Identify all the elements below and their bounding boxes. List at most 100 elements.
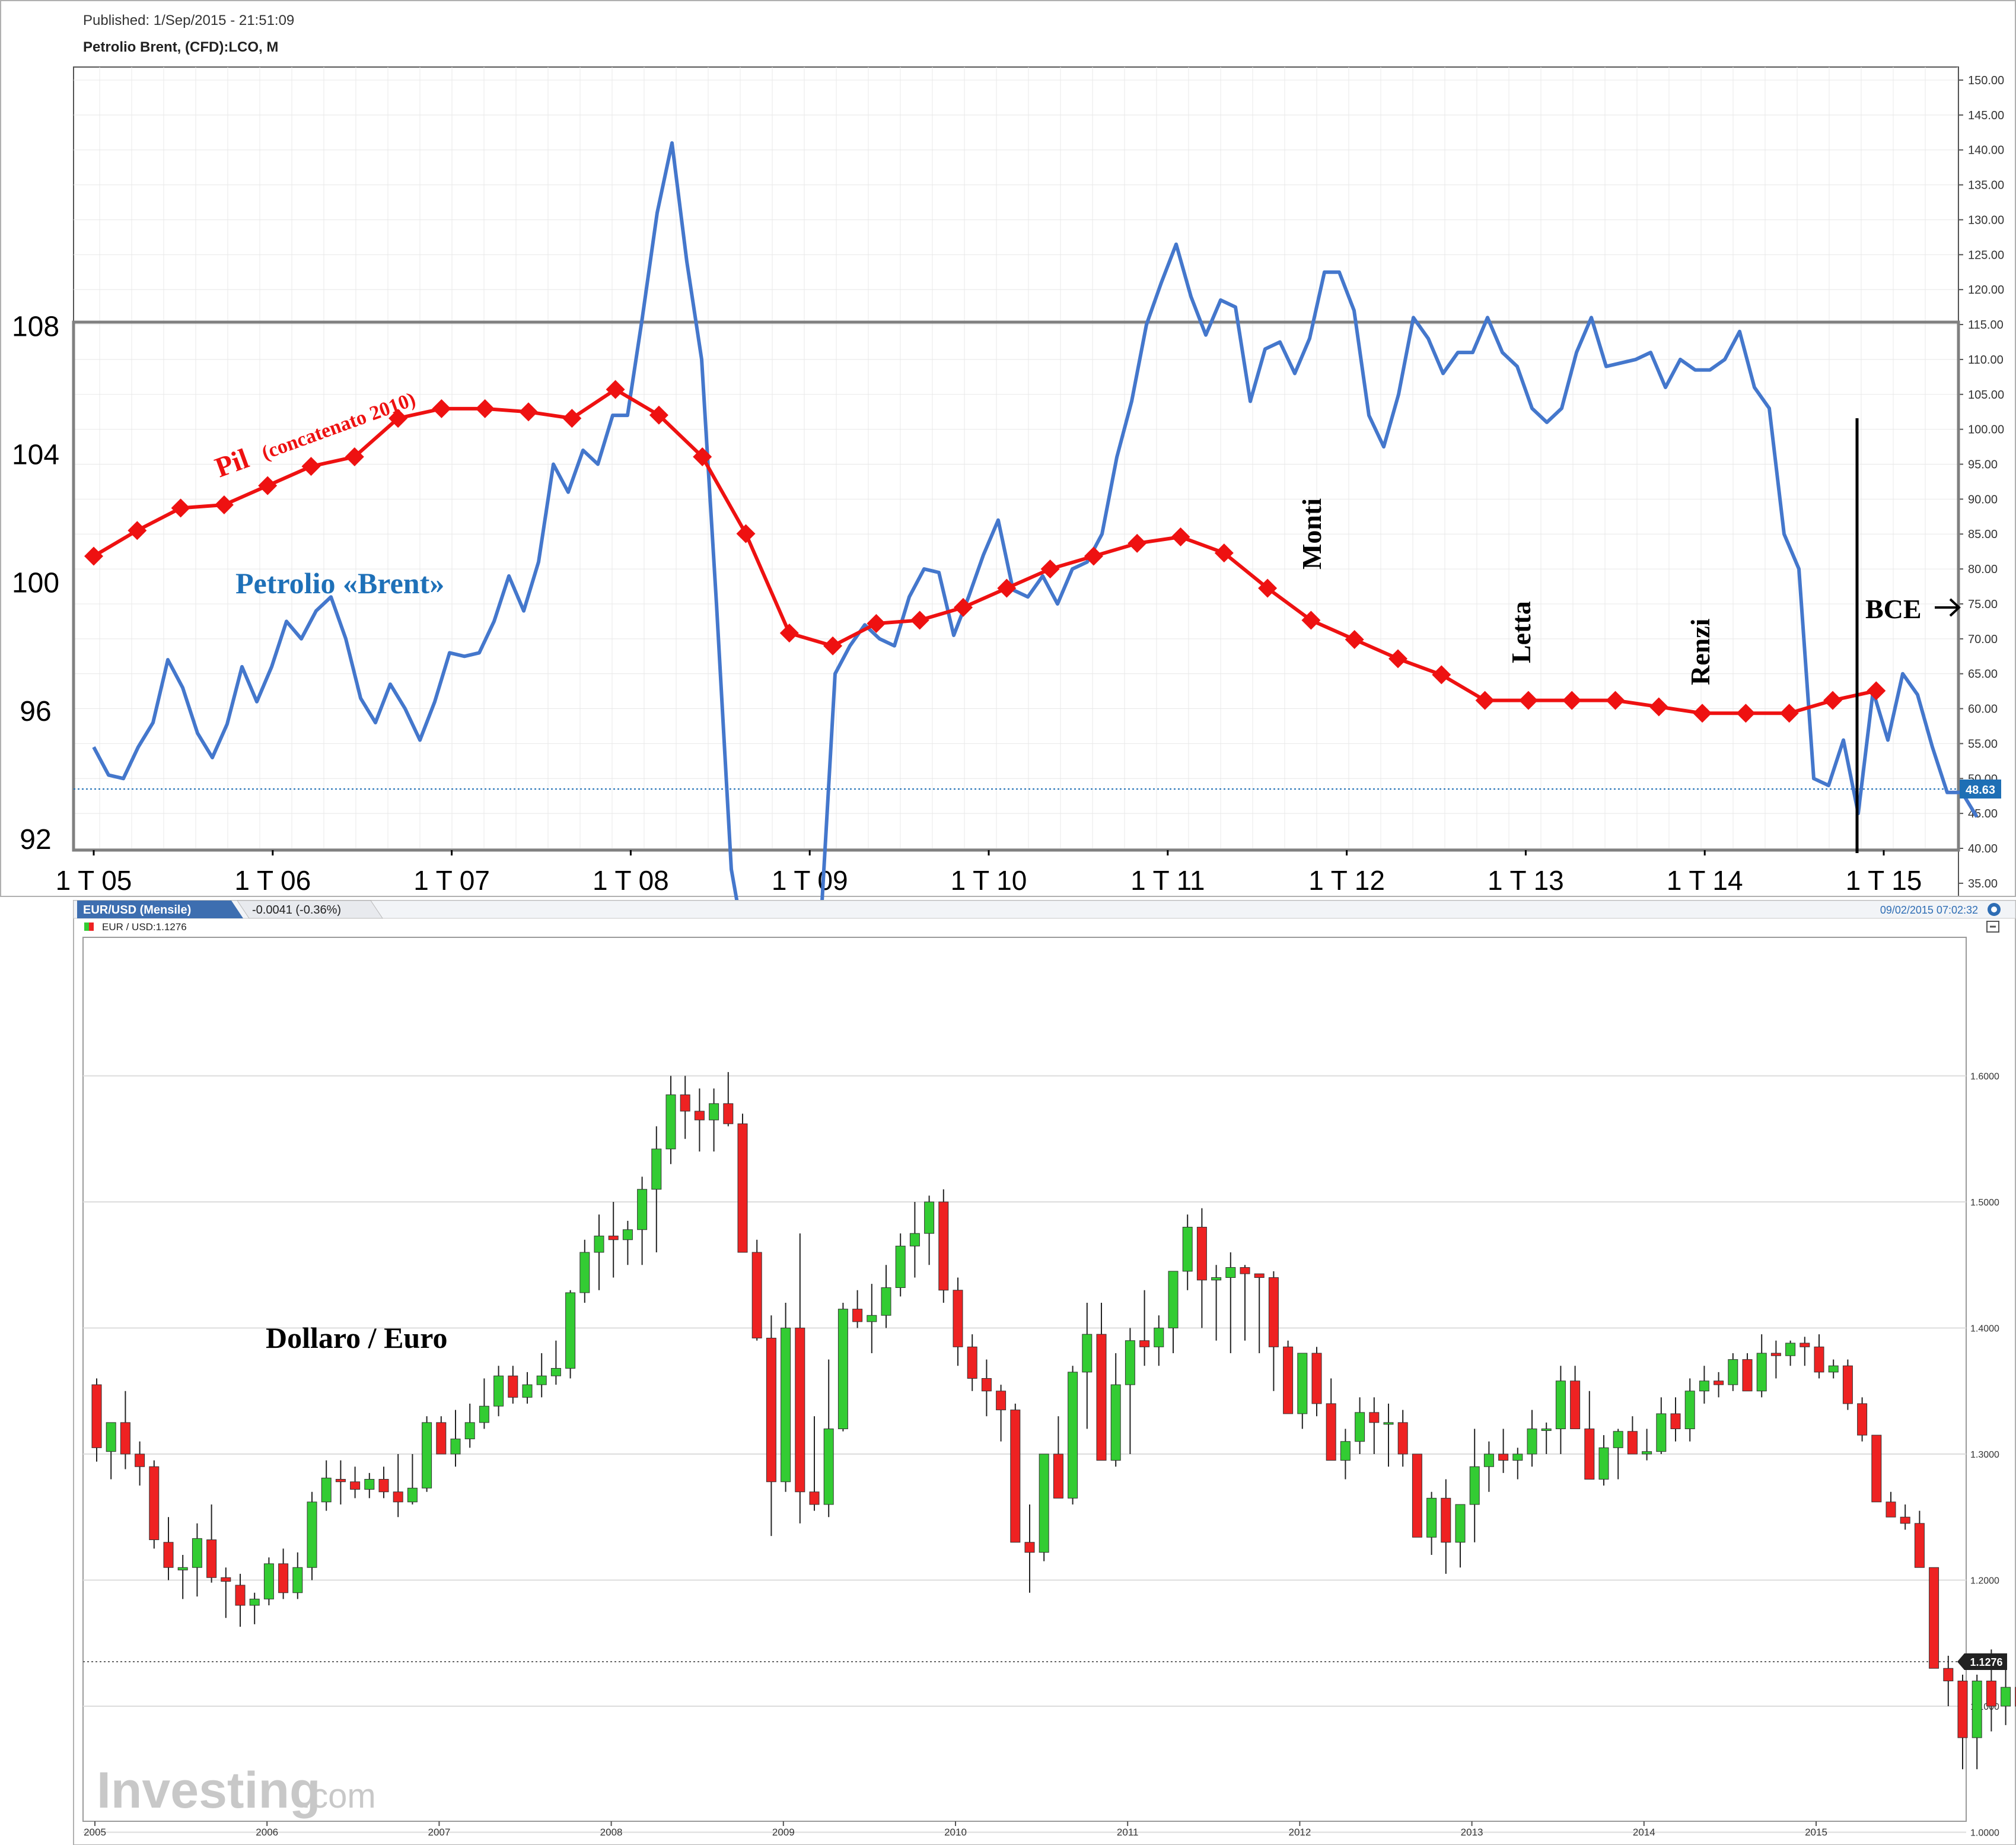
brent-series-line (92, 141, 1979, 969)
eurusd-plot-area (82, 937, 1967, 1822)
investing-logo: Investing .com (97, 1762, 376, 1819)
candle-bear (1800, 1343, 1810, 1347)
pil-marker (258, 476, 278, 495)
candle-bear (1900, 1516, 1910, 1524)
candle-bear (508, 1375, 518, 1398)
candle-bear (694, 1111, 705, 1121)
candle-bull (2001, 1687, 2011, 1707)
top-x-tick-label: 1 T 11 (1130, 865, 1205, 896)
candle-bull (177, 1567, 188, 1570)
pil-marker (997, 578, 1017, 598)
candle-bear (1196, 1227, 1207, 1281)
bottom-header-bar (73, 900, 2016, 919)
brent-price-badge-text: 48.63 (1966, 784, 1995, 797)
right-tick-label: 150.00 (1968, 74, 2004, 87)
bce-arrow-icon (1935, 598, 1961, 617)
eurusd-candles (91, 1072, 2016, 1770)
candle-bull (1082, 1334, 1093, 1373)
top-x-tick-label: 1 T 06 (234, 865, 311, 896)
candle-bull (1598, 1447, 1609, 1480)
pil-marker (1823, 691, 1842, 710)
candle-bull (1426, 1497, 1437, 1538)
collapse-icon[interactable] (1986, 921, 1999, 933)
candle-bull (1068, 1372, 1078, 1499)
candle-bear (1096, 1334, 1107, 1461)
monti-label: Monti (1297, 498, 1327, 570)
globe-icon[interactable] (1988, 903, 2001, 916)
pil-marker (1128, 533, 1147, 553)
candle-bear (1814, 1346, 1824, 1373)
eurusd-year-axis: 2005 2006 2007 2008 2009 2010 2011 2012 2013 2014… (84, 1821, 1827, 1838)
candle-bull (565, 1292, 576, 1369)
candle-bear (1024, 1542, 1035, 1553)
candle-bull (1512, 1453, 1523, 1461)
candle-bear (91, 1384, 102, 1448)
pil-marker (823, 636, 843, 656)
candle-bull (1211, 1277, 1222, 1281)
candle-bull (321, 1477, 332, 1503)
right-tick-label: 115.00 (1968, 319, 2004, 332)
left-tick-label: 108 (12, 311, 59, 342)
brent-label: Petrolio «Brent» (235, 567, 444, 600)
pil-marker (475, 399, 495, 418)
eurusd-chart: EUR/USD (Mensile) -0.0041 (-0.36%) 09/02… (73, 900, 2016, 1845)
top-x-tick-label: 1 T 15 (1846, 865, 1922, 896)
top-x-tick-label: 1 T 08 (593, 865, 669, 896)
instrument-label: Petrolio Brent, (CFD):LCO, M (83, 39, 278, 55)
right-tick-label: 80.00 (1968, 563, 1998, 576)
eurusd-tick-label: 1.3000 (1970, 1450, 1999, 1460)
candle-bear (680, 1094, 690, 1112)
pil-marker (1518, 691, 1538, 710)
candle-bear (1326, 1403, 1336, 1461)
candle-bull (594, 1235, 604, 1253)
candle-bull (493, 1375, 504, 1407)
candle-bull (1039, 1453, 1049, 1553)
pil-marker (867, 613, 886, 633)
candle-bull (823, 1429, 834, 1505)
eurusd-year-label: 2015 (1805, 1827, 1827, 1838)
candle-bull (1297, 1353, 1308, 1414)
right-tick-label: 125.00 (1968, 249, 2004, 262)
candle-bull (1541, 1429, 1552, 1431)
right-tick-label: 110.00 (1968, 354, 2004, 367)
candle-bear (120, 1422, 130, 1455)
pil-marker (910, 610, 929, 630)
candle-bull (1182, 1227, 1193, 1272)
candle-bear (1943, 1668, 1954, 1681)
candle-bear (795, 1328, 805, 1493)
eurusd-year-label: 2006 (256, 1827, 278, 1838)
pil-marker (1214, 543, 1234, 563)
candle-bear (967, 1346, 977, 1379)
candle-bear (393, 1491, 403, 1503)
candle-bull (1340, 1441, 1351, 1461)
eurusd-gridlines (83, 1075, 1966, 1833)
candle-bull (1642, 1451, 1652, 1455)
candle-bear (1986, 1681, 1996, 1707)
right-tick-label: 120.00 (1968, 284, 2004, 297)
candle-bear (235, 1585, 246, 1606)
pil-marker (779, 624, 799, 643)
top-gridlines (74, 67, 1958, 850)
right-tick-label: 105.00 (1968, 389, 2004, 402)
eurusd-tab[interactable]: EUR/USD (Mensile) (77, 901, 243, 918)
candle-bear (1498, 1453, 1509, 1461)
right-tick-label: 135.00 (1968, 179, 2004, 192)
candle-bear (1886, 1502, 1896, 1518)
right-tick-label: 35.00 (1968, 877, 1998, 890)
pil-marker (214, 495, 234, 515)
eurusd-tick-label: 1.4000 (1970, 1324, 1999, 1334)
pil-marker (954, 597, 973, 617)
top-x-axis: 1 T 05 1 T 06 1 T 07 1 T 08 1 T 09 1 T 10 1 T … (56, 850, 1922, 896)
eurusd-tick-label: 1.5000 (1970, 1198, 1999, 1208)
candle-bear (1714, 1380, 1724, 1385)
candle-bull (1455, 1504, 1466, 1543)
candle-bull (1828, 1365, 1839, 1373)
left-tick-label: 92 (20, 824, 51, 855)
pil-marker (649, 405, 668, 425)
candle-bear (737, 1123, 748, 1253)
candle-bear (1929, 1567, 1939, 1669)
eurusd-year-label: 2014 (1633, 1827, 1655, 1838)
candle-bear (953, 1290, 963, 1347)
right-tick-label: 85.00 (1968, 528, 1998, 541)
candle-bull (1527, 1429, 1537, 1455)
